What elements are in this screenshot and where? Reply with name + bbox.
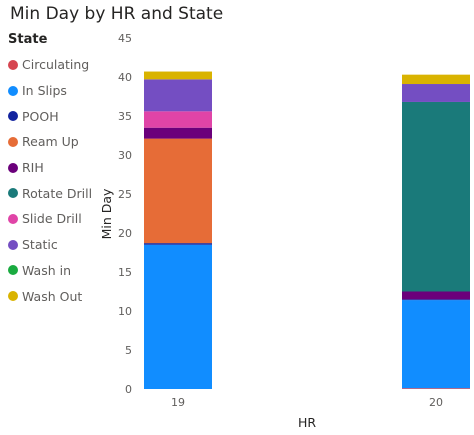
y-tick-label: 30 [118,149,132,162]
bar-segment[interactable] [402,388,470,389]
y-tick-label: 10 [118,305,132,318]
legend-item[interactable]: POOH [8,103,92,129]
y-tick-label: 45 [118,32,132,45]
legend-label: In Slips [22,83,67,99]
legend-item[interactable]: Wash Out [8,283,92,309]
legend-swatch [8,188,18,199]
x-tick-label: 20 [429,396,443,409]
legend-label: RIH [22,160,44,176]
bar-segment[interactable] [144,138,212,244]
legend-item[interactable]: Rotate Drill [8,180,92,206]
legend-item[interactable]: Ream Up [8,129,92,155]
legend-label: Slide Drill [22,211,82,227]
legend-label: Circulating [22,57,90,73]
legend-item[interactable]: Circulating [8,52,92,78]
y-tick-label: 25 [118,188,132,201]
bar-segment[interactable] [144,243,212,245]
y-tick-label: 15 [118,266,132,279]
legend-swatch [8,162,18,173]
legend-item[interactable]: Wash in [8,258,92,284]
bar-segment[interactable] [144,111,212,128]
y-axis-title: Min Day [99,188,114,239]
legend-label: Wash Out [22,288,83,304]
legend-swatch [8,136,18,147]
bar-segment[interactable] [144,71,212,80]
legend-item[interactable]: In Slips [8,78,92,104]
legend-swatch [8,213,18,224]
bar-segment[interactable] [402,101,470,292]
bar-segment[interactable] [402,291,470,300]
legend-swatch [8,59,18,70]
bar-segment[interactable] [402,84,470,102]
legend-swatch [8,265,18,276]
legend-swatch [8,111,18,122]
bar-segment[interactable] [402,300,470,389]
bar-segment[interactable] [402,299,470,301]
legend-swatch [8,239,18,250]
x-tick-label: 19 [171,396,185,409]
y-tick-label: 35 [118,110,132,123]
legend-title: State [8,32,48,47]
y-tick-label: 20 [118,227,132,240]
legend-label: Static [22,237,58,253]
bar-segment[interactable] [144,127,212,139]
legend-item[interactable]: Static [8,232,92,258]
legend-label: Ream Up [22,134,79,150]
legend: State Circulating In Slips POOH Ream Up RIH R… [8,32,92,309]
legend-label: Rotate Drill [22,185,93,201]
bar-segment[interactable] [144,79,212,112]
chart-title: Min Day by HR and State [10,4,224,24]
y-tick-label: 40 [118,71,132,84]
x-axis-title: HR [298,415,316,430]
y-tick-label: 0 [125,383,132,396]
legend-swatch [8,291,18,302]
legend-label: POOH [22,108,59,124]
legend-swatch [8,85,18,96]
legend-item[interactable]: RIH [8,155,92,181]
legend-label: Wash in [22,262,72,278]
legend-item[interactable]: Slide Drill [8,206,92,232]
bar-segment[interactable] [402,74,470,85]
bar-segment[interactable] [144,244,212,389]
y-tick-label: 5 [125,344,132,357]
